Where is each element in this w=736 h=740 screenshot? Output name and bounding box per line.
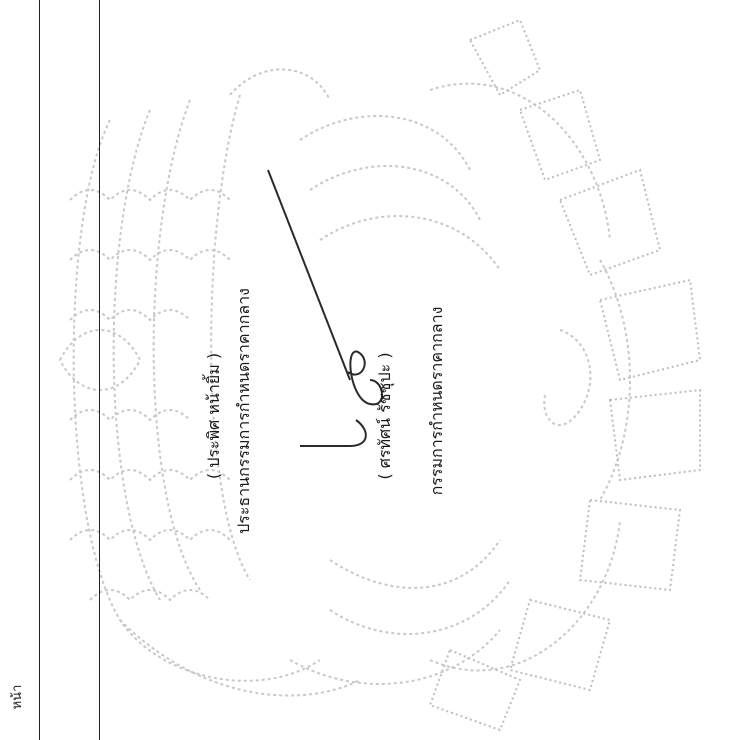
margin-rule-left (39, 0, 40, 740)
member-name: ( ศรทัศน์ รัชชุปะ ) (375, 352, 394, 480)
chair-name: ( ประพิศ หน้ายิ้ม ) (204, 352, 223, 480)
margin-rule-right (99, 0, 100, 740)
chair-title: ประธานกรรมการกำหนดราคากลาง (234, 288, 253, 534)
page-label: หน้า (10, 684, 25, 710)
member-title: กรรมการกำหนดราคากลาง (427, 306, 446, 496)
